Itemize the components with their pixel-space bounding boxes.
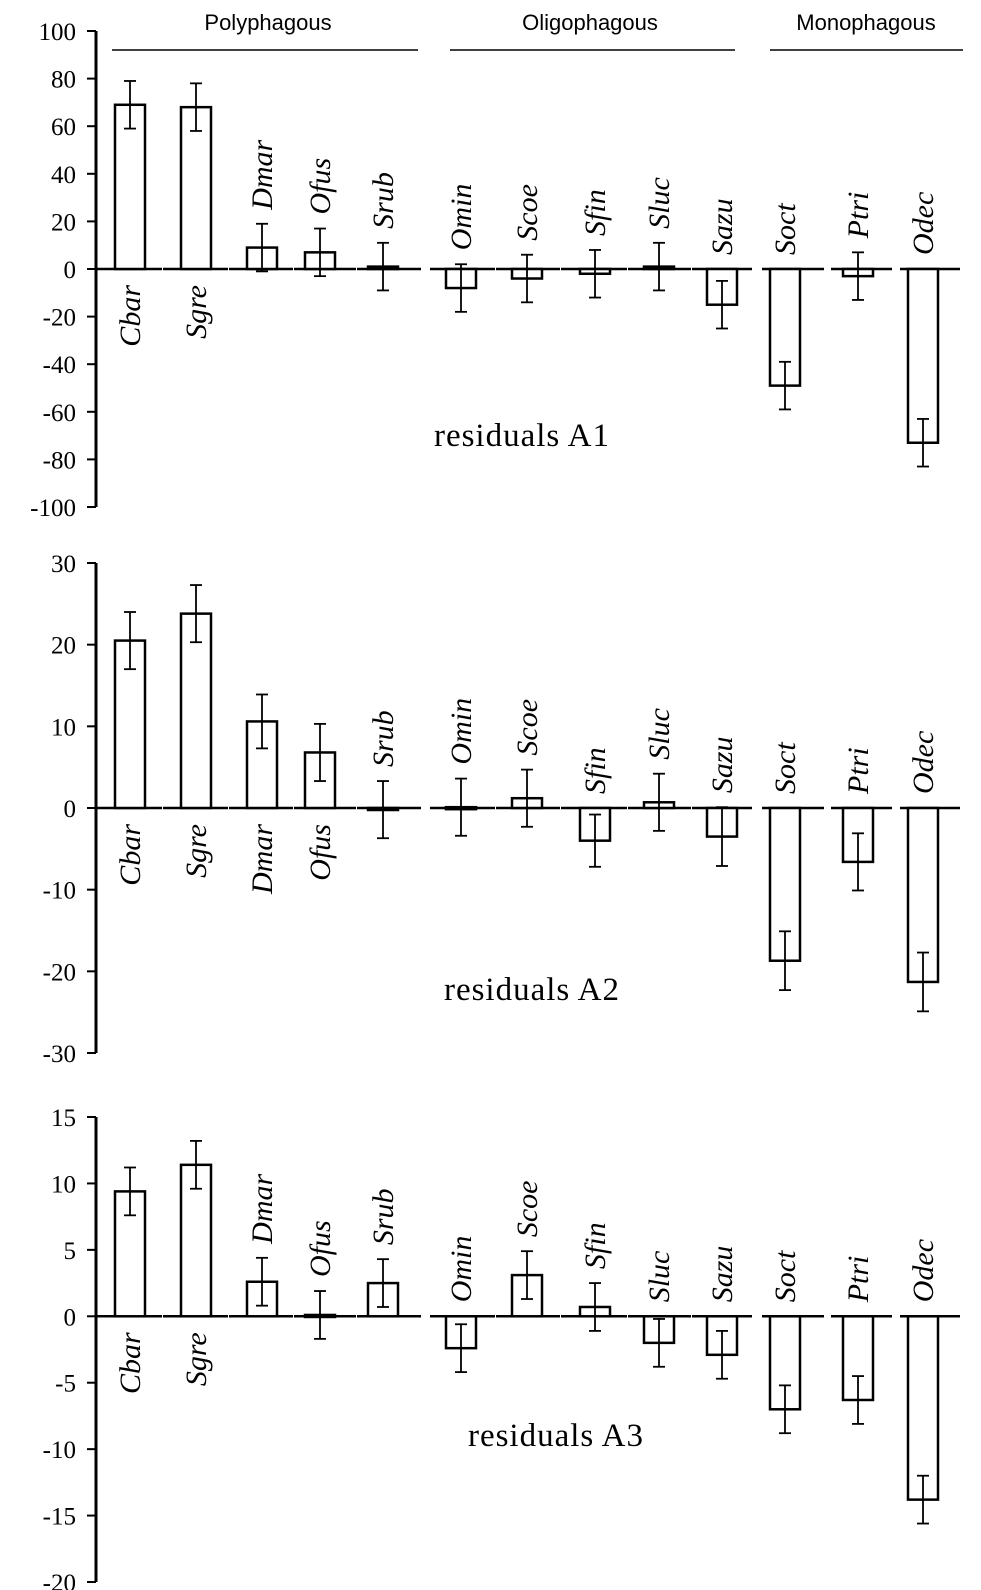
y-tick-label: 20	[51, 633, 76, 660]
species-label-scoe: Scoe	[511, 1181, 544, 1238]
y-tick-label: 10	[51, 714, 76, 741]
panel-residuals-a1: 100 80 60 40 20 0 -20 -40 -60 -80 -100 Cbar Sgre Dmar…	[30, 19, 960, 522]
species-label-srub: Srub	[367, 710, 400, 767]
y-tick-label: -20	[43, 959, 76, 986]
species-label-ofus: Ofus	[304, 824, 337, 881]
y-tick-label: -5	[55, 1371, 76, 1398]
y-tick-label: -15	[43, 1504, 76, 1531]
y-tick-label: -10	[43, 1437, 76, 1464]
y-tick-label: -20	[43, 305, 76, 332]
species-label-ofus: Ofus	[304, 158, 337, 215]
y-tick-label: 5	[64, 1238, 77, 1265]
group-label-oligophagous: Oligophagous	[522, 10, 658, 35]
species-label-sgre: Sgre	[180, 285, 213, 339]
species-label-odec: Odec	[907, 192, 940, 255]
bar-cbar	[113, 103, 147, 271]
species-label-sluc: Sluc	[643, 1251, 676, 1303]
species-label-srub: Srub	[367, 1188, 400, 1245]
bar-sgre	[179, 1163, 213, 1318]
panel-residuals-a2: 30 20 10 0 -10 -20 -30 Cbar Sgre Dmar Ofus Srub Omin…	[43, 551, 960, 1068]
species-label-omin: Omin	[445, 698, 478, 765]
y-tick-label: -100	[30, 495, 76, 522]
y-tick-label: 80	[51, 67, 76, 94]
species-label-odec: Odec	[907, 1239, 940, 1302]
species-label-sfin: Sfin	[579, 747, 612, 794]
bar-odec	[906, 267, 940, 444]
species-label-omin: Omin	[445, 1236, 478, 1303]
y-tick-label: 15	[51, 1105, 76, 1132]
panel-residuals-a3: 15 10 5 0 -5 -10 -15 -20 Cbar Sgre Dmar Ofus Srub Omi…	[43, 1105, 960, 1590]
y-tick-label: 30	[51, 551, 76, 578]
species-label-odec: Odec	[907, 731, 940, 794]
species-label-sluc: Sluc	[643, 177, 676, 229]
species-label-sgre: Sgre	[180, 824, 213, 878]
group-label-monophagous: Monophagous	[796, 10, 935, 35]
panel-title: residuals A2	[444, 972, 620, 1008]
y-tick-label: 0	[64, 257, 77, 284]
y-tick-label: 10	[51, 1171, 76, 1198]
species-label-dmar: Dmar	[246, 1173, 279, 1244]
bar-sgre	[179, 105, 213, 271]
y-tick-label: 100	[39, 19, 77, 46]
y-tick-label: 60	[51, 114, 76, 141]
species-label-sazu: Sazu	[706, 1246, 739, 1303]
y-tick-label: -60	[43, 400, 76, 427]
species-label-sfin: Sfin	[579, 1222, 612, 1269]
y-tick-label: -30	[43, 1041, 76, 1068]
species-label-cbar: Cbar	[114, 1332, 147, 1394]
y-tick-label: -20	[43, 1570, 76, 1590]
species-label-dmar: Dmar	[246, 139, 279, 210]
y-tick-label: 0	[64, 1304, 77, 1331]
species-label-sluc: Sluc	[643, 708, 676, 760]
y-tick-label: 0	[64, 796, 77, 823]
y-tick-label: 40	[51, 162, 76, 189]
y-tick-label: -80	[43, 447, 76, 474]
species-label-sazu: Sazu	[706, 736, 739, 793]
species-label-scoe: Scoe	[511, 699, 544, 756]
panel-title: residuals A3	[468, 1418, 644, 1454]
species-label-soct: Soct	[769, 1250, 802, 1302]
y-tick-label: 20	[51, 209, 76, 236]
species-label-ofus: Ofus	[304, 1220, 337, 1277]
panel-title: residuals A1	[434, 418, 610, 454]
species-label-soct: Soct	[769, 742, 802, 794]
species-label-sfin: Sfin	[579, 189, 612, 236]
bar-odec	[906, 1315, 940, 1501]
group-label-polyphagous: Polyphagous	[204, 10, 331, 35]
species-label-cbar: Cbar	[114, 285, 147, 347]
feeding-group-headers: Polyphagous Oligophagous Monophagous	[112, 10, 963, 51]
species-label-sgre: Sgre	[180, 1332, 213, 1386]
species-label-ptri: Ptri	[842, 747, 875, 795]
species-label-scoe: Scoe	[511, 184, 544, 241]
y-tick-label: -40	[43, 352, 76, 379]
species-label-soct: Soct	[769, 203, 802, 255]
species-label-srub: Srub	[367, 172, 400, 229]
species-label-dmar: Dmar	[246, 824, 279, 895]
species-label-ptri: Ptri	[842, 192, 875, 240]
species-label-ptri: Ptri	[842, 1256, 875, 1304]
species-label-cbar: Cbar	[114, 824, 147, 886]
y-tick-label: -10	[43, 878, 76, 905]
species-label-sazu: Sazu	[706, 198, 739, 255]
species-label-omin: Omin	[445, 184, 478, 251]
